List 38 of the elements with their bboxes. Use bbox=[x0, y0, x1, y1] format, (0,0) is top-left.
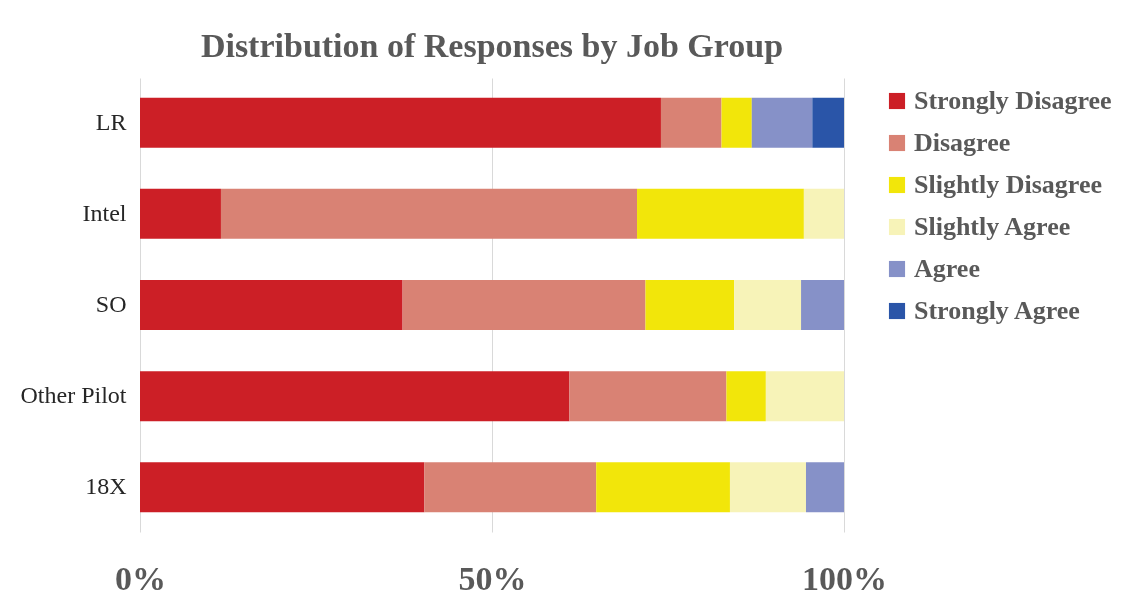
y-tick-label: SO bbox=[95, 291, 127, 317]
bar bbox=[726, 371, 766, 422]
bar bbox=[734, 280, 802, 330]
bar bbox=[765, 371, 844, 422]
bar bbox=[140, 462, 425, 513]
y-tick-label: Other Pilot bbox=[20, 382, 127, 409]
x-tick-label: 100% bbox=[802, 559, 887, 597]
bar bbox=[569, 371, 727, 422]
bar bbox=[801, 280, 844, 330]
legend-label: Agree bbox=[914, 254, 980, 283]
x-tick-label: 50% bbox=[458, 559, 527, 597]
bar bbox=[729, 462, 806, 513]
bar bbox=[596, 462, 730, 513]
legend-label: Strongly Disagree bbox=[914, 86, 1112, 115]
bar bbox=[645, 280, 735, 330]
bar bbox=[805, 462, 844, 513]
bar bbox=[402, 280, 646, 330]
legend-label: Disagree bbox=[914, 128, 1011, 157]
bar bbox=[140, 97, 661, 148]
bar bbox=[803, 188, 844, 239]
bar bbox=[721, 97, 752, 148]
legend-label: Strongly Agree bbox=[914, 296, 1080, 325]
x-tick-label: 0% bbox=[115, 559, 166, 597]
bar bbox=[660, 97, 722, 148]
y-tick-label: LR bbox=[95, 108, 127, 135]
bar bbox=[751, 97, 813, 148]
bar bbox=[812, 97, 844, 148]
chart-title: Distribution of Responses by Job Group bbox=[200, 27, 784, 64]
bar bbox=[424, 462, 597, 513]
bar bbox=[220, 188, 638, 239]
legend-label: Slightly Disagree bbox=[914, 170, 1103, 199]
bar bbox=[140, 280, 403, 330]
bar bbox=[140, 188, 221, 239]
y-tick-label: Intel bbox=[82, 199, 127, 226]
y-tick-label: 18X bbox=[85, 473, 127, 500]
bar bbox=[140, 371, 570, 422]
legend-label: Slightly Agree bbox=[914, 212, 1071, 241]
bar bbox=[637, 188, 804, 239]
